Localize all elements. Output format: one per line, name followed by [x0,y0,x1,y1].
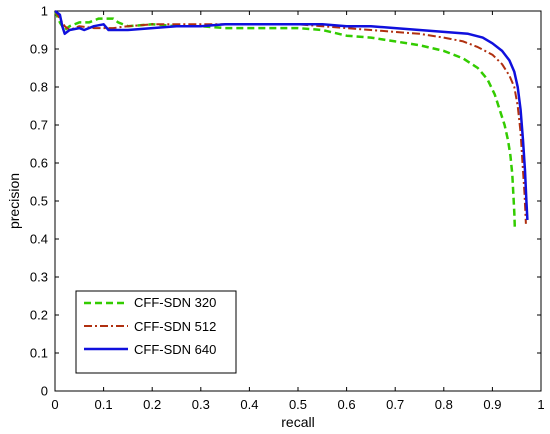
legend-label-cff-sdn-320: CFF-SDN 320 [134,295,216,310]
y-tick-label: 0.1 [30,346,48,361]
y-tick-label: 1 [41,4,48,19]
series-line-cff-sdn-512 [54,10,527,224]
y-tick-label: 0.7 [30,118,48,133]
series-line-cff-sdn-640 [54,10,529,221]
x-tick-label: 0.7 [386,397,404,412]
y-tick-label: 0.6 [30,156,48,171]
y-tick-label: 0.2 [30,308,48,323]
x-tick-label: 0 [51,397,58,412]
x-tick-label: 0.6 [338,397,356,412]
x-tick-label: 0.2 [143,397,161,412]
x-tick-label: 0.3 [192,397,210,412]
x-axis-label: recall [281,414,314,430]
legend-label-cff-sdn-640: CFF-SDN 640 [134,342,216,357]
legend: CFF-SDN 320 CFF-SDN 512 CFF-SDN 640 [75,290,237,374]
x-tick-label: 0.4 [240,397,258,412]
y-axis-label: precision [6,173,22,229]
y-tick-label: 0.8 [30,80,48,95]
y-tick-label: 0.9 [30,42,48,57]
x-axis-ticks: 0 0.1 0.2 0.3 0.4 0.5 0.6 0.7 0.8 0.9 1 [51,11,545,412]
x-tick-label: 0.8 [435,397,453,412]
y-tick-label: 0.4 [30,232,48,247]
legend-label-cff-sdn-512: CFF-SDN 512 [134,319,216,334]
y-tick-label: 0 [41,384,48,399]
legend-box [75,290,237,374]
x-tick-label: 0.1 [95,397,113,412]
y-tick-label: 0.5 [30,194,48,209]
series-layer [53,10,529,228]
y-tick-label: 0.3 [30,270,48,285]
x-tick-label: 1 [537,397,544,412]
x-tick-label: 0.9 [483,397,501,412]
y-axis-ticks: 0 0.1 0.2 0.3 0.4 0.5 0.6 0.7 0.8 0.9 1 [30,4,541,399]
x-tick-label: 0.5 [289,397,307,412]
